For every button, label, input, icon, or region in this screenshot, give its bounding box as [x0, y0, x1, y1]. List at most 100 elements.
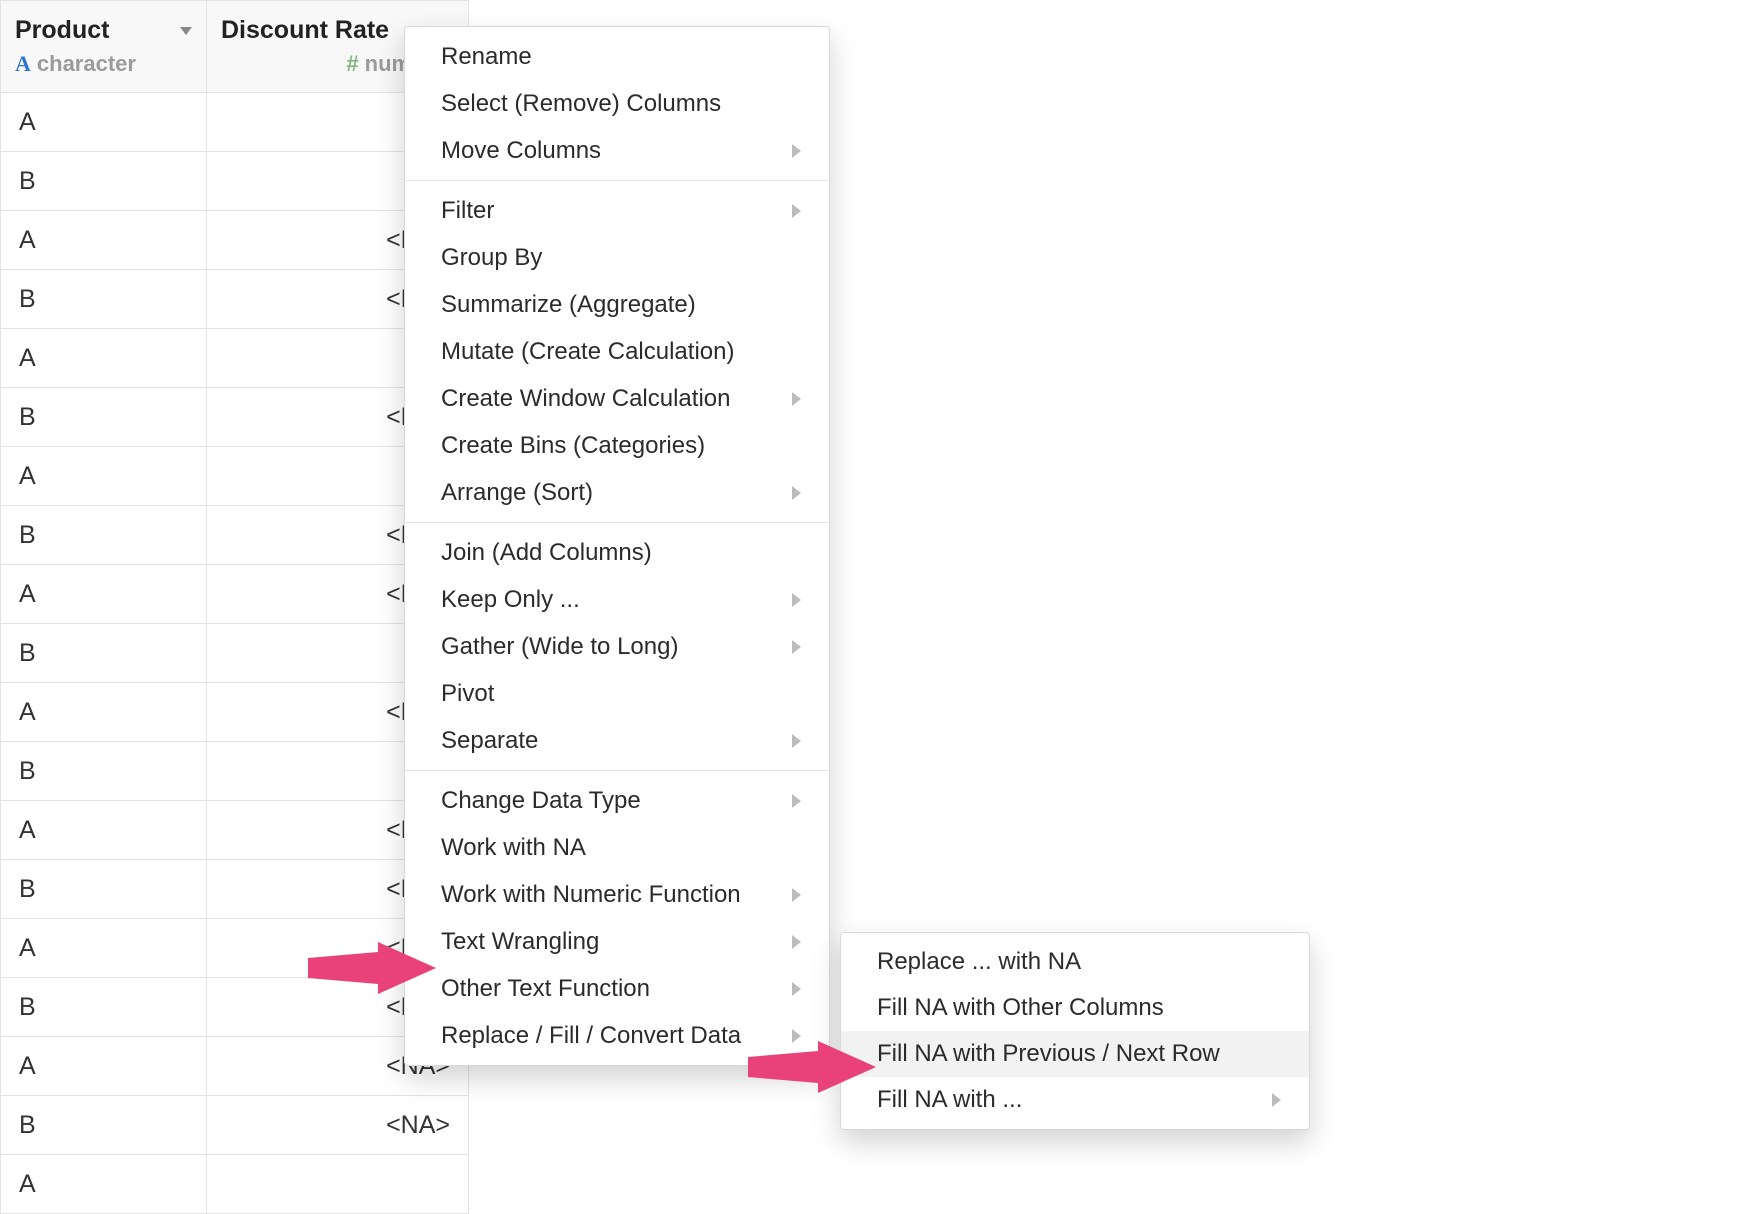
menu-item-label: Create Bins (Categories) [441, 432, 705, 460]
menu-item-label: Replace ... with NA [877, 948, 1081, 976]
cell-product[interactable]: A [1, 447, 207, 506]
menu-item-label: Fill NA with Other Columns [877, 994, 1164, 1022]
menu-item-work-with-na[interactable]: Work with NA [405, 824, 829, 871]
table-row: B<NA> [1, 506, 469, 565]
menu-item-separate[interactable]: Separate [405, 717, 829, 764]
menu-item-label: Summarize (Aggregate) [441, 291, 696, 319]
menu-item-create-bins-categories[interactable]: Create Bins (Categories) [405, 422, 829, 469]
cell-product[interactable]: A [1, 683, 207, 742]
table-row: A<NA> [1, 683, 469, 742]
cell-product[interactable]: A [1, 93, 207, 152]
cell-product[interactable]: A [1, 329, 207, 388]
submenu-item-replace-with-na[interactable]: Replace ... with NA [841, 939, 1309, 985]
submenu-item-fill-na-with-other-columns[interactable]: Fill NA with Other Columns [841, 985, 1309, 1031]
submenu-item-fill-na-with[interactable]: Fill NA with ... [841, 1077, 1309, 1123]
menu-item-label: Mutate (Create Calculation) [441, 338, 734, 366]
cell-product[interactable]: A [1, 919, 207, 978]
cell-discount-rate[interactable] [207, 1155, 469, 1214]
submenu-arrow-icon [792, 1029, 801, 1043]
menu-item-mutate-create-calculation[interactable]: Mutate (Create Calculation) [405, 328, 829, 375]
submenu-arrow-icon [792, 734, 801, 748]
cell-product[interactable]: B [1, 860, 207, 919]
menu-item-label: Join (Add Columns) [441, 539, 652, 567]
table-row: A<NA> [1, 1037, 469, 1096]
menu-item-filter[interactable]: Filter [405, 187, 829, 234]
cell-product[interactable]: B [1, 388, 207, 447]
menu-separator [405, 180, 829, 181]
cell-product[interactable]: A [1, 211, 207, 270]
submenu-arrow-icon [792, 935, 801, 949]
cell-product[interactable]: B [1, 270, 207, 329]
menu-item-label: Keep Only ... [441, 586, 580, 614]
menu-item-create-window-calculation[interactable]: Create Window Calculation [405, 375, 829, 422]
submenu-arrow-icon [792, 794, 801, 808]
menu-item-label: Rename [441, 43, 532, 71]
cell-product[interactable]: A [1, 801, 207, 860]
table-row: A [1, 1155, 469, 1214]
cell-product[interactable]: A [1, 1037, 207, 1096]
menu-item-label: Work with Numeric Function [441, 881, 741, 909]
table-row: B<NA> [1, 978, 469, 1037]
menu-item-pivot[interactable]: Pivot [405, 670, 829, 717]
table-row: A<NA> [1, 919, 469, 978]
submenu-arrow-icon [792, 204, 801, 218]
menu-item-gather-wide-to-long[interactable]: Gather (Wide to Long) [405, 623, 829, 670]
cell-product[interactable]: B [1, 742, 207, 801]
menu-item-replace-fill-convert-data[interactable]: Replace / Fill / Convert Data [405, 1012, 829, 1059]
menu-item-other-text-function[interactable]: Other Text Function [405, 965, 829, 1012]
menu-item-summarize-aggregate[interactable]: Summarize (Aggregate) [405, 281, 829, 328]
cell-product[interactable]: A [1, 565, 207, 624]
menu-item-label: Filter [441, 197, 494, 225]
menu-item-group-by[interactable]: Group By [405, 234, 829, 281]
menu-item-join-add-columns[interactable]: Join (Add Columns) [405, 529, 829, 576]
menu-item-keep-only[interactable]: Keep Only ... [405, 576, 829, 623]
menu-item-label: Fill NA with ... [877, 1086, 1022, 1114]
menu-item-text-wrangling[interactable]: Text Wrangling [405, 918, 829, 965]
submenu-item-fill-na-prev-next[interactable]: Fill NA with Previous / Next Row [841, 1031, 1309, 1077]
table-row: A [1, 329, 469, 388]
menu-separator [405, 522, 829, 523]
table-row: A<NA> [1, 565, 469, 624]
table-row: A [1, 93, 469, 152]
cell-discount-rate[interactable]: <NA> [207, 1096, 469, 1155]
menu-item-arrange-sort[interactable]: Arrange (Sort) [405, 469, 829, 516]
menu-item-label: Move Columns [441, 137, 601, 165]
menu-item-label: Change Data Type [441, 787, 641, 815]
menu-item-rename[interactable]: Rename [405, 33, 829, 80]
table-row: B [1, 624, 469, 683]
work-with-na-submenu: Replace ... with NA Fill NA with Other Co… [840, 932, 1310, 1130]
submenu-arrow-icon [792, 392, 801, 406]
cell-product[interactable]: B [1, 152, 207, 211]
chevron-down-icon[interactable] [180, 27, 192, 35]
submenu-arrow-icon [792, 486, 801, 500]
column-header-product[interactable]: Product A character [1, 1, 207, 93]
menu-item-label: Separate [441, 727, 538, 755]
table-header-row: Product A character Discount Rate [1, 1, 469, 93]
data-table: Product A character Discount Rate [0, 0, 469, 1214]
menu-item-label: Pivot [441, 680, 494, 708]
column-type-label: A character [15, 51, 192, 77]
submenu-arrow-icon [1272, 1093, 1281, 1107]
numeric-type-icon: # [346, 51, 358, 77]
cell-product[interactable]: B [1, 978, 207, 1037]
cell-product[interactable]: B [1, 1096, 207, 1155]
cell-product[interactable]: B [1, 506, 207, 565]
cell-product[interactable]: B [1, 624, 207, 683]
table-row: A<NA> [1, 801, 469, 860]
character-type-icon: A [15, 51, 31, 77]
menu-item-label: Gather (Wide to Long) [441, 633, 678, 661]
column-context-menu: Rename Select (Remove) Columns Move Column… [404, 26, 830, 1066]
table-row: A [1, 447, 469, 506]
menu-item-move-columns[interactable]: Move Columns [405, 127, 829, 174]
menu-item-label: Arrange (Sort) [441, 479, 593, 507]
menu-item-label: Replace / Fill / Convert Data [441, 1022, 741, 1050]
menu-separator [405, 770, 829, 771]
menu-item-label: Fill NA with Previous / Next Row [877, 1040, 1220, 1068]
menu-item-select-remove-columns[interactable]: Select (Remove) Columns [405, 80, 829, 127]
column-title: Discount Rate [221, 16, 389, 45]
menu-item-label: Other Text Function [441, 975, 650, 1003]
cell-product[interactable]: A [1, 1155, 207, 1214]
menu-item-change-data-type[interactable]: Change Data Type [405, 777, 829, 824]
menu-item-work-with-numeric-function[interactable]: Work with Numeric Function [405, 871, 829, 918]
table-row: A<NA> [1, 211, 469, 270]
